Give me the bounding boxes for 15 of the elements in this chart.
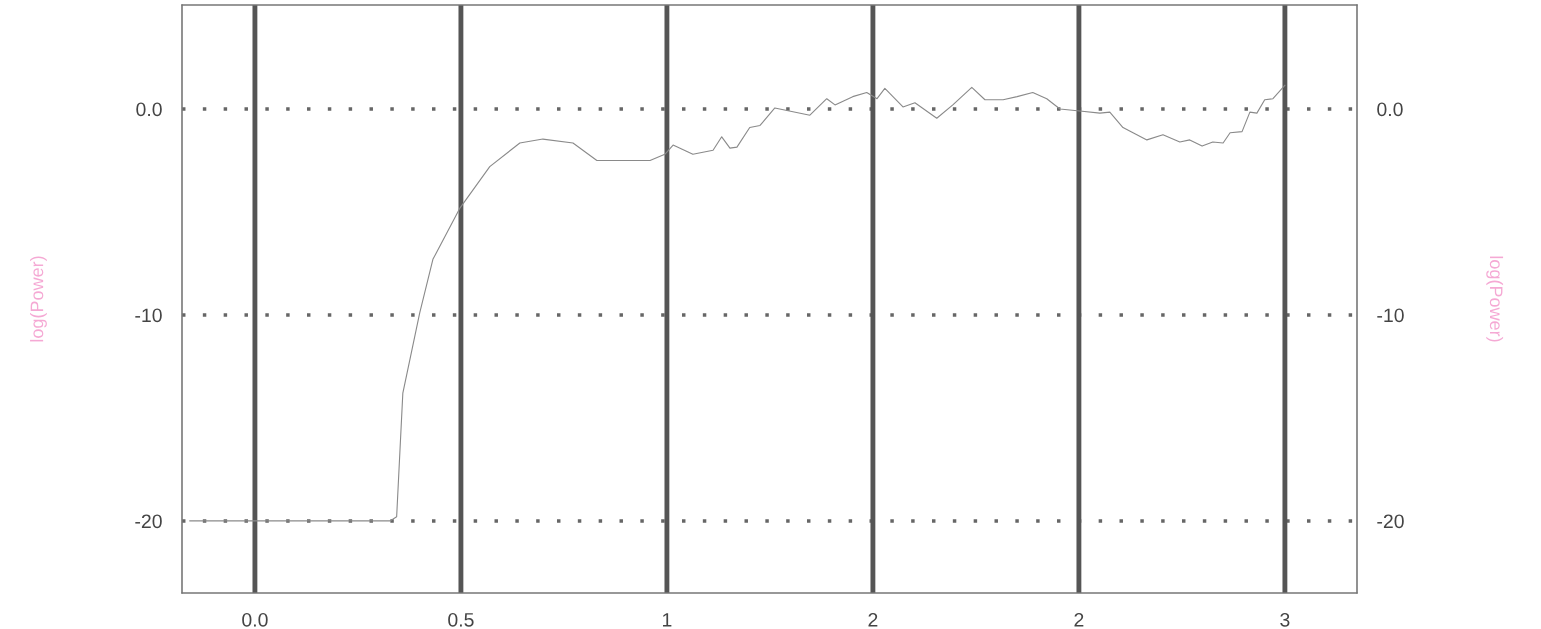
y2-tick-label: -10 (1377, 308, 1404, 323)
x-tick-label: 2 (868, 612, 878, 627)
line-series (189, 84, 1286, 522)
y-tick-label: 0.0 (136, 102, 162, 117)
y2-tick-label: -20 (1377, 514, 1404, 529)
y-tick-label: -10 (135, 308, 162, 323)
x-tick-label: 1 (662, 613, 672, 627)
y-tick-label: -20 (135, 514, 162, 529)
x-tick-label: 0.5 (448, 612, 474, 627)
y2-tick-label: 0.0 (1377, 102, 1403, 117)
x-tick-label: 0.0 (242, 612, 268, 627)
x-tick-label: 2 (1074, 612, 1084, 627)
y-axis-title: log(Power) (30, 256, 47, 342)
x-tick-label: 3 (1280, 612, 1290, 627)
y2-axis-title: log(Power) (1486, 256, 1504, 342)
